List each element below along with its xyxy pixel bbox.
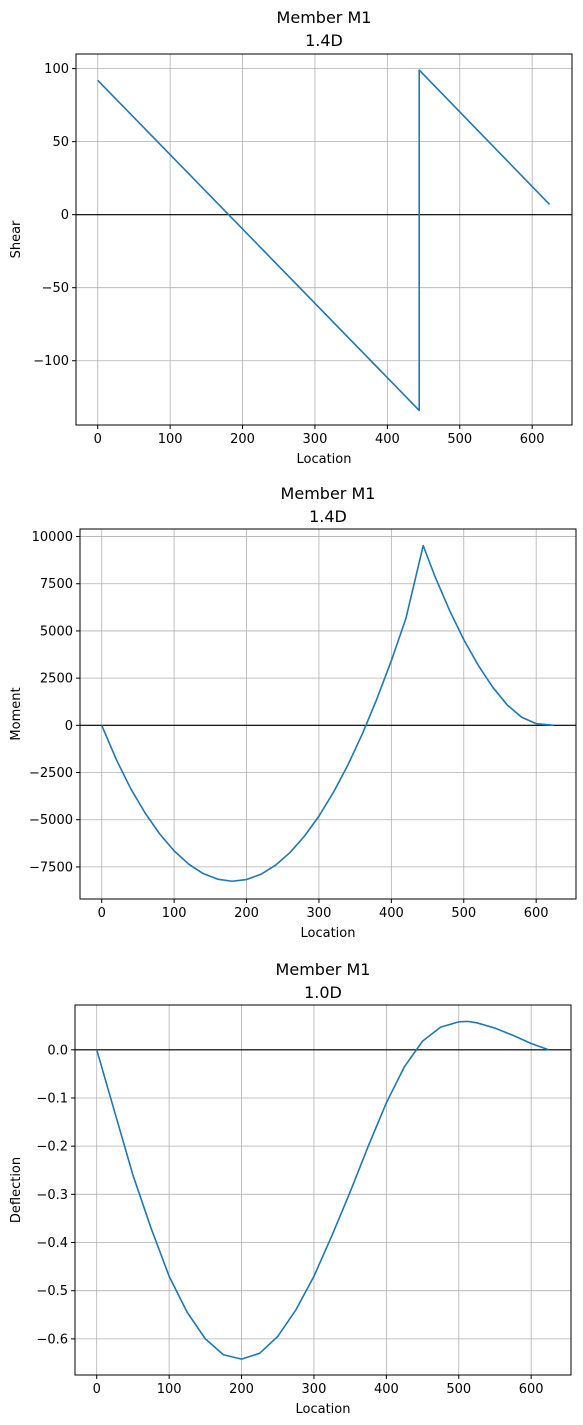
chart-3: Member M1 1.0D 0 100 200 300 400 500 600 0.0 −0.1 −… <box>9 960 572 1417</box>
x-tick-label: 400 <box>375 432 400 447</box>
x-tick-label: 400 <box>379 906 404 921</box>
chart-1: Member M11.4D0 100 200 300 400 500 600100500−5… <box>9 8 573 467</box>
y-tick-label: 0.0 <box>47 1043 68 1058</box>
y-tick-label: 10000 <box>32 530 73 545</box>
x-tick-label: 200 <box>230 432 255 447</box>
x-axis-label: Location <box>301 926 356 941</box>
y-tick-label: −0.1 <box>36 1091 68 1106</box>
y-tick-label: 0 <box>65 719 73 734</box>
plot-frame <box>79 528 577 900</box>
x-tick-label: 500 <box>447 432 472 447</box>
x-axis-label: Location <box>297 452 352 467</box>
x-tick-label: 300 <box>307 906 332 921</box>
chart-title: Member M1 <box>277 8 372 27</box>
x-tick-label: 0 <box>94 432 102 447</box>
x-tick-label: 0 <box>93 1382 101 1397</box>
y-tick-label: −0.2 <box>36 1140 68 1155</box>
x-tick-label: 400 <box>374 1382 399 1397</box>
y-tick-label: 2500 <box>40 672 73 687</box>
series-line <box>97 69 551 412</box>
x-tick-label: 0 <box>98 906 106 921</box>
chart-title: Member M1 <box>281 484 376 503</box>
x-tick-label: 100 <box>162 906 187 921</box>
y-axis-label: Deflection <box>9 1157 24 1223</box>
y-tick-label: −0.3 <box>36 1188 68 1203</box>
x-tick-label: 100 <box>157 1382 182 1397</box>
y-tick-label: 0 <box>61 208 69 223</box>
y-axis-label: Shear <box>9 220 24 258</box>
y-axis-label: Moment <box>9 687 24 740</box>
y-tick-label: −2500 <box>29 766 73 781</box>
x-axis-label: Location <box>296 1402 351 1417</box>
y-tick-label: 7500 <box>40 577 73 592</box>
y-tick-label: −0.4 <box>36 1236 68 1251</box>
y-tick-label: −50 <box>42 281 69 296</box>
y-tick-label: −0.6 <box>36 1332 68 1347</box>
x-tick-label: 200 <box>234 906 259 921</box>
chart-subtitle: 1.0D <box>304 983 342 1002</box>
x-tick-label: 100 <box>158 432 183 447</box>
y-tick-label: −7500 <box>29 860 73 875</box>
x-tick-label: 300 <box>302 1382 327 1397</box>
y-tick-label: −5000 <box>29 813 73 828</box>
series-line <box>95 1020 549 1360</box>
y-tick-label: 100 <box>44 62 69 77</box>
y-tick-label: −100 <box>33 354 69 369</box>
x-tick-label: 500 <box>446 1382 471 1397</box>
chart-subtitle: 1.4D <box>305 31 343 50</box>
x-tick-label: 600 <box>524 906 549 921</box>
y-tick-label: −0.5 <box>36 1284 68 1299</box>
x-tick-label: 500 <box>451 906 476 921</box>
x-tick-label: 300 <box>303 432 328 447</box>
x-tick-label: 200 <box>229 1382 254 1397</box>
chart-2: Member M1 1.4D 0 100 200 300 400 500 600 10000 750… <box>9 484 577 941</box>
plot-frame <box>74 1004 572 1376</box>
plot-frame <box>75 53 573 426</box>
y-tick-label: 5000 <box>40 624 73 639</box>
y-tick-label: 50 <box>52 135 69 150</box>
x-tick-label: 600 <box>519 1382 544 1397</box>
chart-subtitle: 1.4D <box>309 507 347 526</box>
chart-title: Member M1 <box>276 960 371 979</box>
series-line <box>100 544 554 883</box>
x-tick-label: 600 <box>520 432 545 447</box>
